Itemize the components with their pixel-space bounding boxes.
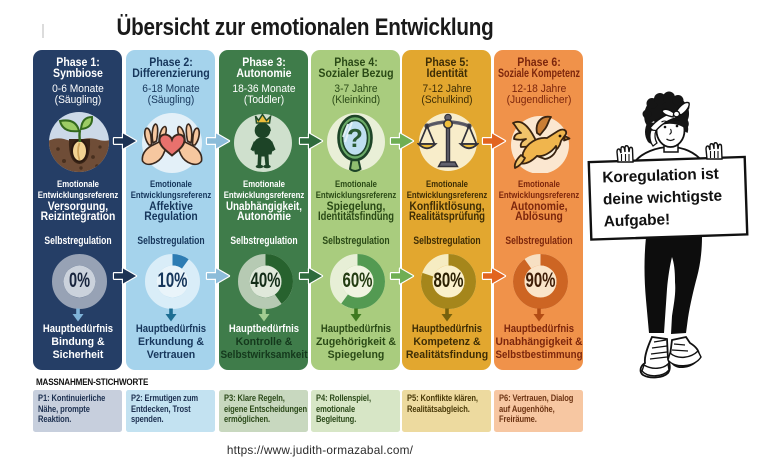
svg-text:0%: 0%: [69, 269, 90, 292]
svg-text:10%: 10%: [157, 269, 187, 292]
svg-text:?: ?: [347, 123, 363, 153]
svg-text:40%: 40%: [250, 269, 280, 292]
svg-text:90%: 90%: [525, 269, 555, 292]
svg-text:60%: 60%: [342, 269, 372, 292]
svg-text:80%: 80%: [433, 269, 463, 292]
